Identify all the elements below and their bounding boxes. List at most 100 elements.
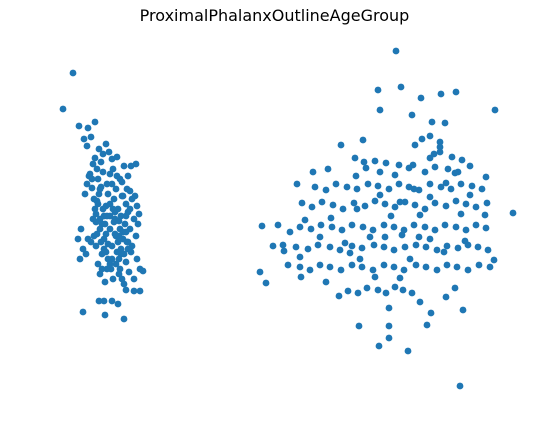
scatter-point: [262, 279, 270, 287]
scatter-point: [459, 306, 467, 314]
scatter-point: [118, 275, 126, 283]
scatter-point: [381, 200, 389, 208]
scatter-point: [124, 238, 132, 246]
scatter-point: [418, 135, 426, 143]
scatter-point: [390, 223, 398, 231]
scatter-point: [362, 164, 370, 172]
scatter-point: [380, 243, 388, 251]
scatter-point: [391, 283, 399, 291]
scatter-point: [119, 192, 127, 200]
scatter-point: [332, 180, 340, 188]
scatter-point: [130, 215, 138, 223]
scatter-point: [114, 300, 122, 308]
scatter-point: [464, 266, 472, 274]
scatter-point: [122, 200, 130, 208]
scatter-point: [92, 242, 100, 250]
scatter-point: [404, 347, 412, 355]
scatter-point: [363, 284, 371, 292]
scatter-point: [99, 205, 107, 213]
scatter-point: [436, 143, 444, 151]
scatter-point: [79, 308, 87, 316]
scatter-point: [454, 244, 462, 252]
scatter-point: [426, 132, 434, 140]
scatter-point: [348, 261, 356, 269]
scatter-point: [120, 315, 128, 323]
scatter-point: [326, 263, 334, 271]
scatter-point: [410, 185, 418, 193]
scatter-point: [309, 168, 317, 176]
scatter-point: [130, 287, 138, 295]
scatter-point: [391, 171, 399, 179]
scatter-point: [410, 221, 418, 229]
scatter-point: [412, 241, 420, 249]
scatter-point: [441, 221, 449, 229]
scatter-point: [433, 266, 441, 274]
scatter-point: [112, 260, 120, 268]
scatter-point: [395, 161, 403, 169]
scatter-point: [97, 158, 105, 166]
scatter-point: [466, 162, 474, 170]
scatter-point: [406, 255, 414, 263]
scatter-point: [115, 217, 123, 225]
scatter-point: [324, 165, 332, 173]
scatter-point: [401, 243, 409, 251]
scatter-point: [338, 226, 346, 234]
scatter-point: [308, 203, 316, 211]
scatter-point: [279, 241, 287, 249]
scatter-point: [426, 193, 434, 201]
scatter-point: [115, 255, 123, 263]
scatter-point: [352, 172, 360, 180]
scatter-point: [399, 286, 407, 294]
scatter-point: [380, 261, 388, 269]
scatter-point: [396, 274, 404, 282]
scatter-point: [122, 212, 130, 220]
scatter-point: [437, 90, 445, 98]
scatter-point: [104, 190, 112, 198]
scatter-point: [109, 275, 117, 283]
scatter-point: [336, 246, 344, 254]
scatter-point: [483, 199, 491, 207]
scatter-point: [452, 197, 460, 205]
scatter-point: [339, 205, 347, 213]
scatter-point: [125, 268, 133, 276]
scatter-point: [433, 246, 441, 254]
scatter-point: [451, 169, 459, 177]
scatter-point: [360, 158, 368, 166]
scatter-point: [364, 180, 372, 188]
scatter-point: [118, 178, 126, 186]
scatter-point: [385, 304, 393, 312]
scatter-point: [98, 265, 106, 273]
scatter-points: [59, 47, 517, 390]
scatter-point: [335, 292, 343, 300]
scatter-point: [96, 185, 104, 193]
scatter-point: [461, 237, 469, 245]
scatter-point: [280, 247, 288, 255]
scatter-point: [374, 86, 382, 94]
scatter-point: [102, 230, 110, 238]
scatter-point: [316, 261, 324, 269]
scatter-point: [451, 284, 459, 292]
scatter-point: [133, 255, 141, 263]
scatter-point: [135, 210, 143, 218]
scatter-point: [120, 162, 128, 170]
scatter-point: [91, 154, 99, 162]
scatter-point: [475, 261, 483, 269]
scatter-point: [452, 88, 460, 96]
scatter-point: [59, 105, 67, 113]
scatter-point: [82, 250, 90, 258]
scatter-point: [123, 185, 131, 193]
scatter-point: [102, 140, 110, 148]
scatter-point: [328, 223, 336, 231]
scatter-point: [95, 297, 103, 305]
scatter-point: [430, 150, 438, 158]
scatter-point: [358, 244, 366, 252]
scatter-point: [436, 138, 444, 146]
scatter-point: [69, 69, 77, 77]
scatter-point: [398, 231, 406, 239]
scatter-point: [106, 200, 114, 208]
scatter-point: [385, 334, 393, 342]
scatter-point: [387, 212, 395, 220]
scatter-point: [472, 203, 480, 211]
scatter-point: [83, 142, 91, 150]
scatter-point: [76, 255, 84, 263]
